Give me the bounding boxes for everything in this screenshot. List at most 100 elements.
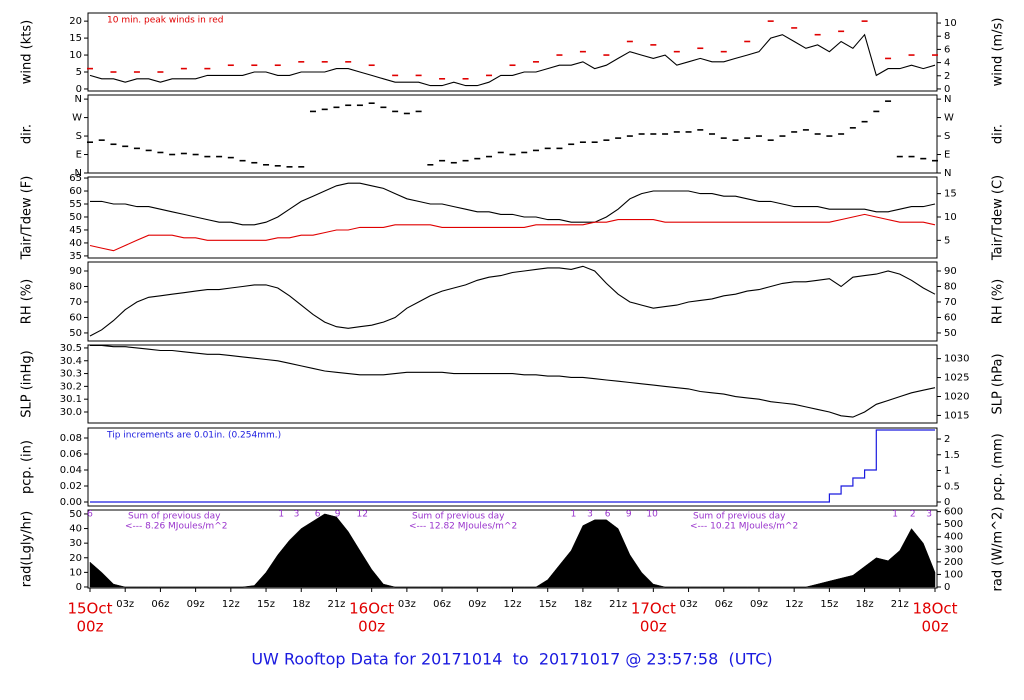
x-tick-label: 00z xyxy=(77,618,104,636)
y2-axis-title: rad (W/m^2) xyxy=(991,507,1006,592)
y-tick-label: 65 xyxy=(69,173,82,184)
x-tick-label: 09z xyxy=(468,599,486,610)
y-tick-label: 80 xyxy=(69,281,82,292)
y2-axis-title: wind (m/s) xyxy=(991,18,1006,87)
y2-tick-label: 10 xyxy=(944,212,957,223)
y2-axis-title: RH (%) xyxy=(991,279,1006,324)
x-tick-label: 21z xyxy=(891,599,909,610)
y2-axis-title: SLP (hPa) xyxy=(991,353,1006,414)
x-tick-label: 03z xyxy=(398,599,416,610)
y-tick-label: 0.08 xyxy=(60,433,82,444)
annotation: Tip increments are 0.01in. (0.254mm.) xyxy=(106,431,281,441)
hour-mark: 9 xyxy=(335,510,341,520)
hour-mark: 9 xyxy=(626,510,632,520)
y2-tick-label: N xyxy=(944,168,951,179)
x-tick-label: 03z xyxy=(680,599,698,610)
y2-tick-label: 2 xyxy=(944,434,950,445)
y-tick-label: 0 xyxy=(76,582,82,593)
x-tick-label: 21z xyxy=(327,599,345,610)
y-tick-label: 60 xyxy=(69,312,82,323)
x-tick-label: 15z xyxy=(820,599,838,610)
y2-tick-label: E xyxy=(944,150,950,161)
y-axis-title: dir. xyxy=(20,124,35,144)
y2-tick-label: 1.5 xyxy=(944,450,960,461)
y2-tick-label: 5 xyxy=(944,235,950,246)
y-tick-label: 35 xyxy=(69,251,82,262)
y2-tick-label: 0 xyxy=(944,582,950,593)
y-tick-label: 40 xyxy=(69,524,82,535)
y2-tick-label: 0 xyxy=(944,497,950,508)
y2-tick-label: 1020 xyxy=(944,391,969,402)
panel-frame xyxy=(87,176,938,259)
y-tick-label: 30.4 xyxy=(60,356,82,367)
y-axis-title: pcp. (in) xyxy=(20,440,35,494)
y2-tick-label: 400 xyxy=(944,532,963,543)
y2-tick-label: 60 xyxy=(944,312,957,323)
footer-title: UW Rooftop Data for 20171014 to 20171017… xyxy=(251,650,772,669)
data-line xyxy=(89,213,936,252)
y-tick-label: 0 xyxy=(76,84,82,95)
hour-mark: 3 xyxy=(587,510,593,520)
panel-frame xyxy=(87,427,938,507)
y-tick-label: N xyxy=(75,94,82,105)
y-tick-label: 0.04 xyxy=(60,465,82,476)
hour-mark: 3 xyxy=(926,510,932,520)
y2-tick-label: 100 xyxy=(944,569,963,580)
y-tick-label: 30 xyxy=(69,538,82,549)
x-tick-label: 12z xyxy=(222,599,240,610)
y-tick-label: W xyxy=(72,113,82,124)
x-tick-label: 06z xyxy=(433,599,451,610)
y-tick-label: 30.5 xyxy=(60,343,82,354)
y-tick-label: 30.3 xyxy=(60,369,82,380)
y-tick-label: 50 xyxy=(69,328,82,339)
x-tick-label: 15z xyxy=(257,599,275,610)
y-axis-title: SLP (inHg) xyxy=(20,350,35,418)
x-tick-label: 12z xyxy=(785,599,803,610)
y2-tick-label: 6 xyxy=(944,44,950,55)
y2-tick-label: 80 xyxy=(944,281,957,292)
y-axis-title: rad(Lgly/hr) xyxy=(20,511,35,587)
y-tick-label: 30.2 xyxy=(60,381,82,392)
daily-sum-value: <--- 12.82 MJoules/m^2 xyxy=(409,522,517,532)
y2-tick-label: S xyxy=(944,131,950,142)
y-tick-label: 40 xyxy=(69,238,82,249)
y2-tick-label: 600 xyxy=(944,507,963,518)
y-tick-label: 45 xyxy=(69,225,82,236)
panel-frame xyxy=(87,261,938,342)
annotation: 10 min. peak winds in red xyxy=(107,16,224,26)
y-tick-label: 70 xyxy=(69,297,82,308)
hour-mark: 2 xyxy=(910,510,916,520)
y2-axis-title: pcp. (mm) xyxy=(991,433,1006,500)
y-tick-label: N xyxy=(75,168,82,179)
y2-tick-label: 200 xyxy=(944,557,963,568)
x-tick-label: 15z xyxy=(539,599,557,610)
date-label: 15Oct xyxy=(67,600,112,618)
hour-mark: 6 xyxy=(315,510,321,520)
x-tick-label: 03z xyxy=(116,599,134,610)
y2-tick-label: 0.5 xyxy=(944,481,960,492)
data-area xyxy=(89,513,936,588)
y-tick-label: 90 xyxy=(69,266,82,277)
y-tick-label: 10 xyxy=(69,50,82,61)
y2-tick-label: 4 xyxy=(944,58,950,69)
y-tick-label: 50 xyxy=(69,509,82,520)
y-tick-label: 0.02 xyxy=(60,481,82,492)
hour-mark: 1 xyxy=(892,510,898,520)
data-line xyxy=(89,265,936,337)
data-line xyxy=(90,344,936,418)
y2-tick-label: 50 xyxy=(944,328,957,339)
daily-sum-value: <--- 8.26 MJoules/m^2 xyxy=(125,522,227,532)
daily-sum-title: Sum of previous day xyxy=(693,512,786,522)
y2-tick-label: 90 xyxy=(944,266,957,277)
y2-tick-label: W xyxy=(944,113,954,124)
y2-tick-label: 1 xyxy=(944,466,950,477)
y2-tick-label: 1025 xyxy=(944,373,969,384)
x-tick-label: 06z xyxy=(151,599,169,610)
y-tick-label: 0.06 xyxy=(60,449,82,460)
x-tick-label: 21z xyxy=(609,599,627,610)
y-axis-title: wind (kts) xyxy=(20,20,35,84)
y-tick-label: 50 xyxy=(69,212,82,223)
hour-mark: 6 xyxy=(87,510,93,520)
y2-tick-label: 15 xyxy=(944,189,957,200)
y-tick-label: 20 xyxy=(69,553,82,564)
